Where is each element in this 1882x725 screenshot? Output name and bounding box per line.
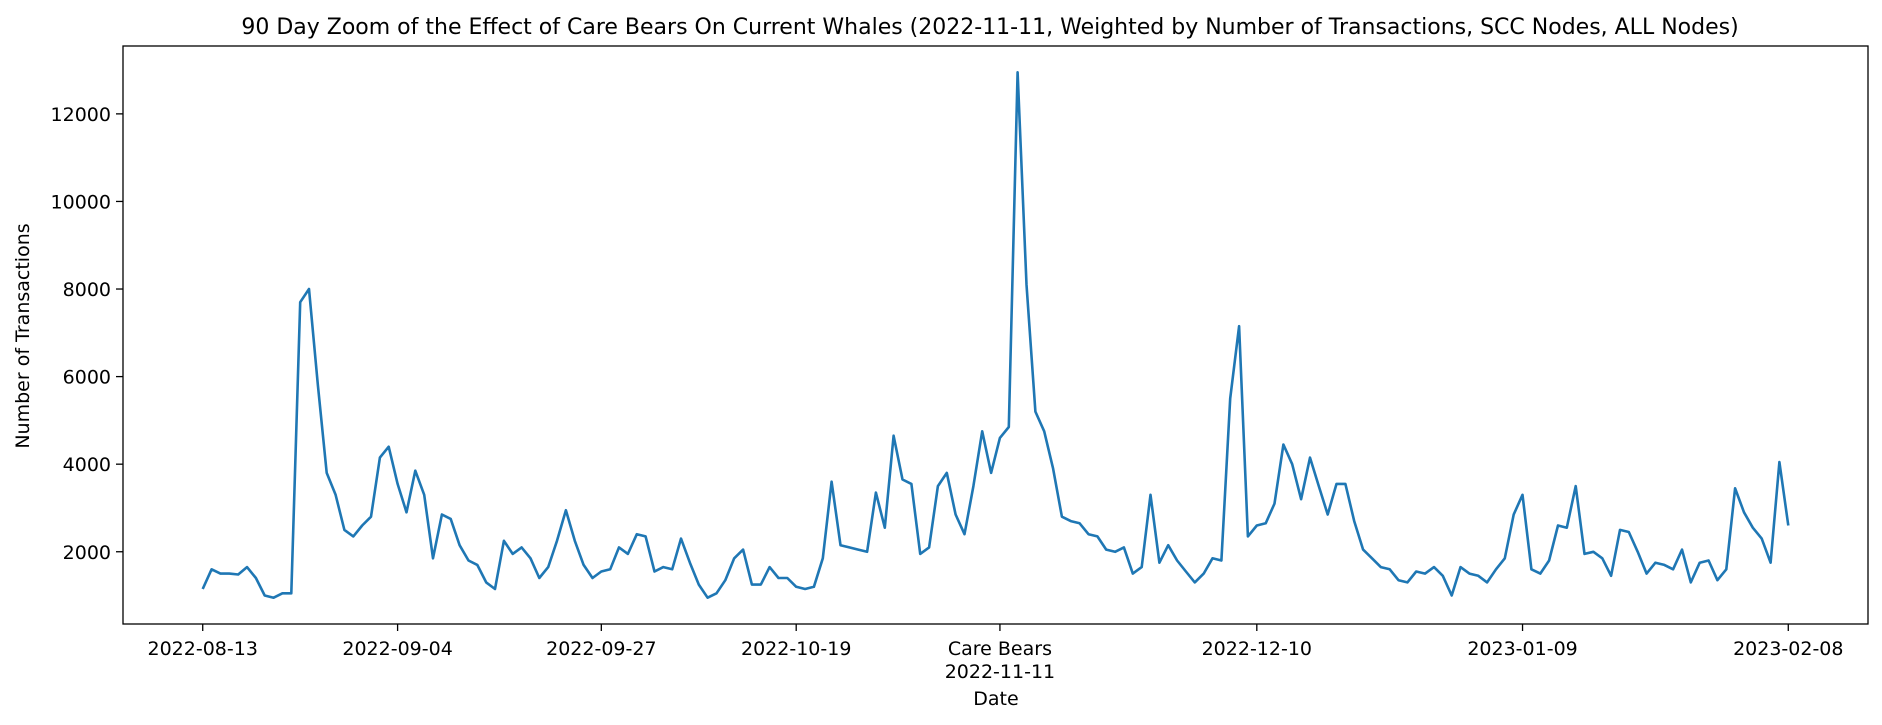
x-axis-label: Date — [973, 688, 1018, 710]
y-tick-label: 10000 — [51, 191, 111, 213]
x-axis: 2022-08-13 2022-09-04 2022-09-27 2022-10-19… — [148, 624, 1843, 683]
x-tick-label: Care Bears — [948, 638, 1052, 660]
y-tick-label: 8000 — [63, 279, 111, 301]
y-tick-label: 12000 — [51, 104, 111, 126]
y-tick-label: 2000 — [63, 542, 111, 564]
axes-frame — [122, 45, 1869, 625]
x-tick-label: 2022-09-04 — [342, 638, 452, 660]
x-tick-label: 2022-10-19 — [741, 638, 851, 660]
x-tick-label: 2023-01-09 — [1467, 638, 1577, 660]
y-tick-label: 4000 — [63, 454, 111, 476]
x-tick-label: 2022-08-13 — [148, 638, 258, 660]
series-line — [201, 71, 1790, 600]
x-tick-label: 2023-02-08 — [1733, 638, 1843, 660]
x-tick-label: 2022-09-27 — [546, 638, 656, 660]
chart-title: 90 Day Zoom of the Effect of Care Bears … — [241, 15, 1738, 40]
y-axis: 2000 4000 6000 8000 10000 12000 — [51, 104, 123, 564]
x-tick-sublabel: 2022-11-11 — [945, 661, 1055, 683]
x-tick-label: 2022-12-10 — [1202, 638, 1312, 660]
plot-area — [201, 71, 1790, 600]
y-tick-label: 6000 — [63, 367, 111, 389]
y-axis-label: Number of Transactions — [12, 223, 34, 448]
